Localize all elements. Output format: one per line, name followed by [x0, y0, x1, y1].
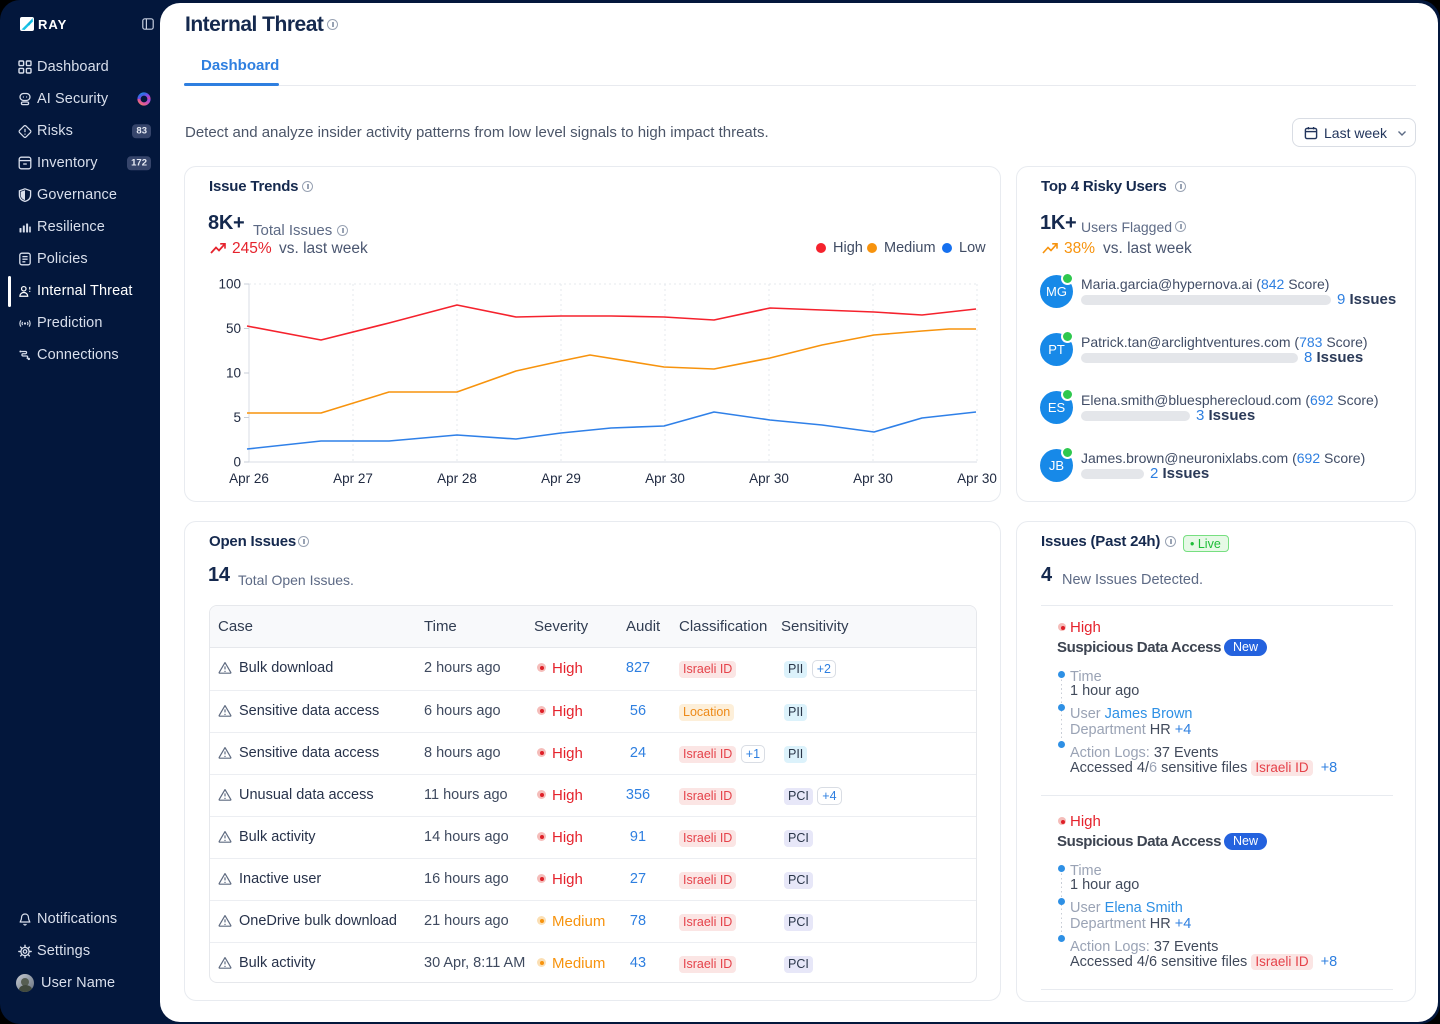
- svg-text:Apr 29: Apr 29: [541, 471, 581, 486]
- svg-text:Apr 30: Apr 30: [853, 471, 893, 486]
- svg-text:50: 50: [226, 321, 241, 336]
- svg-text:100: 100: [218, 277, 241, 292]
- svg-text:10: 10: [226, 366, 241, 381]
- svg-text:Apr 30: Apr 30: [645, 471, 685, 486]
- svg-text:Apr 30: Apr 30: [749, 471, 789, 486]
- svg-text:0: 0: [233, 455, 241, 470]
- svg-text:Apr 26: Apr 26: [229, 471, 269, 486]
- svg-text:5: 5: [233, 410, 241, 425]
- svg-text:Apr 30: Apr 30: [957, 471, 997, 486]
- svg-text:Apr 28: Apr 28: [437, 471, 477, 486]
- svg-text:Apr 27: Apr 27: [333, 471, 373, 486]
